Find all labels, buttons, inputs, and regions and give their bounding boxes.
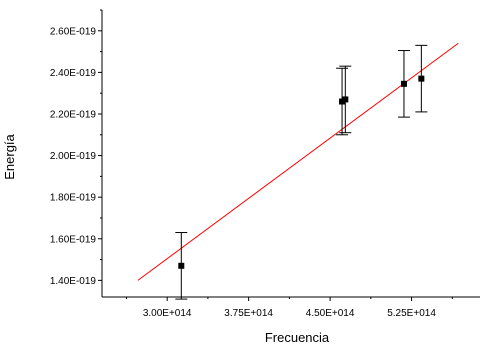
y-tick-label: 2.00E-019 [50, 151, 97, 162]
data-point [418, 75, 425, 82]
data-point [400, 80, 407, 87]
data-point [339, 98, 346, 105]
y-tick-label: 2.20E-019 [50, 109, 97, 120]
y-tick-label: 1.60E-019 [50, 234, 97, 245]
x-tick-label: 4.50E+014 [306, 308, 355, 319]
x-tick-label: 3.00E+014 [143, 308, 192, 319]
x-tick-label: 3.75E+014 [224, 308, 273, 319]
y-tick-label: 2.40E-019 [50, 68, 97, 79]
data-point [342, 96, 349, 103]
data-point [178, 262, 185, 269]
fit-line-layer [137, 42, 459, 281]
y-tick-label: 1.80E-019 [50, 193, 97, 204]
y-tick-label: 2.60E-019 [50, 26, 97, 37]
y-axis-title: Energía [2, 133, 17, 179]
x-axis-title: Frecuencia [265, 330, 330, 345]
x-tick-label: 5.25E+014 [387, 308, 436, 319]
fit-line [137, 42, 459, 281]
plot-area: 1.40E-019 1.60E-019 1.80E-019 2.00E-019 2.20… [50, 9, 480, 319]
y-ticks: 1.40E-019 1.60E-019 1.80E-019 2.00E-019 2.20… [50, 9, 102, 287]
data-points-layer [175, 44, 428, 300]
x-ticks: 3.00E+014 3.75E+014 4.50E+014 5.25E+014 [125, 297, 453, 319]
y-tick-label: 1.40E-019 [50, 276, 97, 287]
